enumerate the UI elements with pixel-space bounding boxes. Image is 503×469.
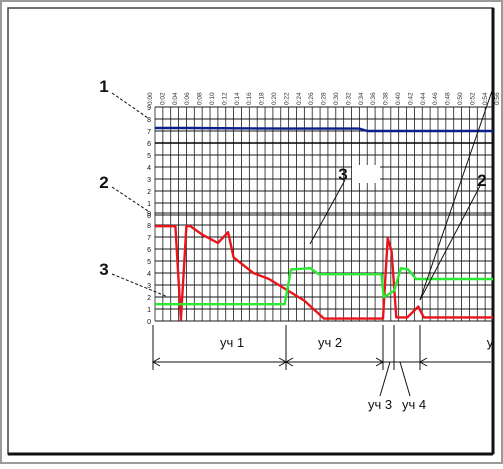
x-tick-label: 0:48 <box>445 92 452 105</box>
leader-2-left <box>111 186 149 212</box>
x-tick-label: 0:34 <box>358 92 365 105</box>
series-layer <box>155 126 493 321</box>
leader-2-right <box>419 185 481 301</box>
x-tick-label: 0:10 <box>209 92 216 105</box>
segment-4-label: уч 4 <box>402 397 426 412</box>
x-tick-label: 0:44 <box>420 92 427 105</box>
arrowhead-start <box>151 357 161 367</box>
y-tick-label: 7 <box>147 129 151 136</box>
segment-3-label: уч 3 <box>368 397 392 412</box>
y-tick-label: 3 <box>147 177 151 184</box>
leader-seg4 <box>399 361 411 397</box>
y-tick-label: 8 <box>147 223 151 230</box>
x-tick-label: 0:30 <box>333 92 340 105</box>
x-tick-label: 0:28 <box>321 92 328 105</box>
x-tick-label: 0:46 <box>432 92 439 105</box>
callout-1-label: 1 <box>99 77 108 96</box>
x-tick-label: 0:36 <box>370 92 377 105</box>
series-line-2 <box>155 224 493 321</box>
x-tick-label: 0:38 <box>383 92 390 105</box>
x-tick-label: 0:04 <box>172 92 179 105</box>
x-tick-label: 0:26 <box>308 92 315 105</box>
x-tick-label: 0:40 <box>395 92 402 105</box>
leader-3-left <box>111 273 169 298</box>
label-gap <box>352 165 380 183</box>
y-tick-label: 4 <box>147 165 151 172</box>
y-tick-label: 9 <box>147 105 151 112</box>
x-tick-label: 0:14 <box>234 92 241 105</box>
x-tick-label: 0:22 <box>283 92 290 105</box>
callout-3-mid-label: 3 <box>338 165 347 184</box>
segment-1-label: уч 1 <box>220 335 244 350</box>
x-tick-label: 0:24 <box>296 92 303 105</box>
x-tick-label: 0:42 <box>407 92 414 105</box>
y-tick-label: 7 <box>147 235 151 242</box>
y-tick-label: 2 <box>147 295 151 302</box>
callout-3-left-label: 3 <box>99 260 108 279</box>
arrowhead-seg2-end <box>375 357 385 367</box>
x-tick-label: 0:16 <box>246 92 253 105</box>
segment-5-label: у <box>487 335 494 350</box>
leader-1 <box>111 92 149 119</box>
y-tick-label: 5 <box>147 153 151 160</box>
callout-2-right-label: 2 <box>477 171 486 190</box>
y-tick-label: 6 <box>147 247 151 254</box>
x-tick-label: 0:02 <box>159 92 166 105</box>
segment-dimension <box>151 325 491 370</box>
leader-3-mid <box>309 179 346 245</box>
y-tick-label: 0 <box>147 319 151 326</box>
leader-extra <box>419 87 494 301</box>
segment-2-label: уч 2 <box>318 335 342 350</box>
y-tick-label: 2 <box>147 189 151 196</box>
callout-2-left-label: 2 <box>99 173 108 192</box>
callout-leaders <box>111 92 169 298</box>
callout-leaders-solid <box>309 87 494 397</box>
x-tick-label: 0:00 <box>147 92 154 105</box>
x-tick-label: 0:12 <box>221 92 228 105</box>
grid-layer <box>154 106 494 322</box>
y-tick-label: 1 <box>147 307 151 314</box>
series-line-1 <box>155 126 493 133</box>
x-tick-labels: 0:00 0:02 0:04 0:06 0:08 0:10 0:12 0:14 0:16 0:18… <box>147 92 501 105</box>
x-tick-label: 0:18 <box>259 92 266 105</box>
y-tick-label: 1 <box>147 201 151 208</box>
y-tick-label: 8 <box>147 117 151 124</box>
x-tick-label: 0:20 <box>271 92 278 105</box>
arrowhead-seg5-start <box>418 357 428 367</box>
y-tick-label: 0 <box>147 213 151 220</box>
x-tick-label: 0:08 <box>197 92 204 105</box>
arrowhead-seg2-start <box>284 357 294 367</box>
leader-seg3 <box>379 361 391 397</box>
x-tick-label: 0:06 <box>184 92 191 105</box>
x-tick-label: 0:52 <box>469 92 476 105</box>
x-tick-label: 0:32 <box>345 92 352 105</box>
x-tick-label: 0:56 <box>494 92 501 105</box>
x-tick-label: 0:54 <box>482 92 489 105</box>
x-tick-label: 0:50 <box>457 92 464 105</box>
y-tick-label: 6 <box>147 141 151 148</box>
y-tick-label: 4 <box>147 271 151 278</box>
y-tick-label: 3 <box>147 283 151 290</box>
series-line-3 <box>155 267 493 306</box>
y-tick-label: 9 <box>147 211 151 218</box>
y-tick-label: 5 <box>147 259 151 266</box>
